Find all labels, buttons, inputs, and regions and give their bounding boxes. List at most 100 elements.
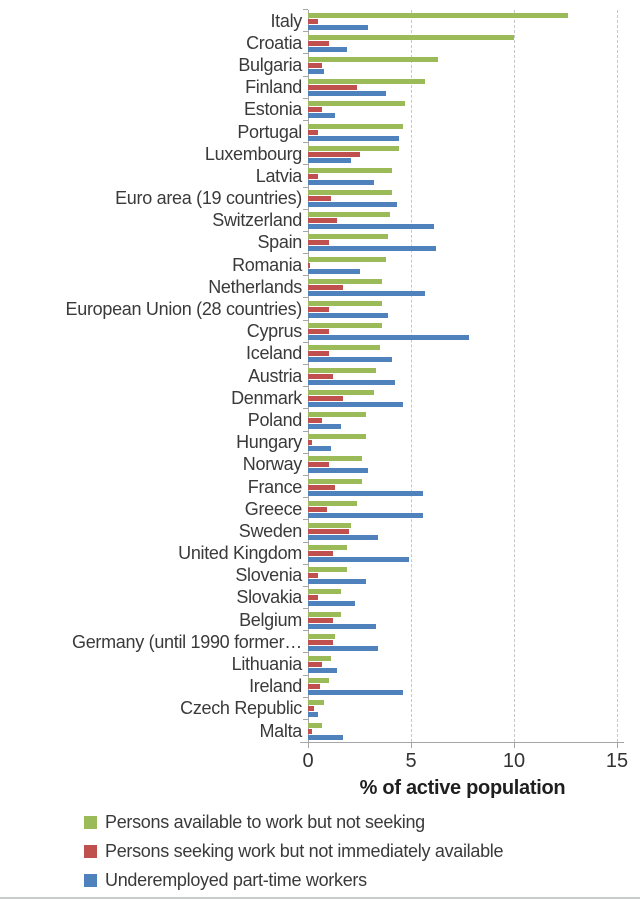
x-tick-label-0: 0: [302, 750, 314, 772]
chart-row: Czech Republic: [0, 696, 617, 720]
legend-swatch-icon: [84, 845, 97, 858]
chart-bar-series-1: [308, 722, 323, 728]
chart-row: Bulgaria: [0, 53, 617, 76]
chart-row: Euro area (19 countries): [0, 186, 617, 210]
chart-bar-series-1: [308, 678, 329, 684]
bar-group: [303, 585, 617, 609]
chart-bar-series-2: [308, 373, 333, 379]
bar-group: [303, 519, 617, 542]
bar-group: [303, 630, 617, 653]
chart-bar-series-3: [308, 24, 368, 30]
chart-bar-series-3: [308, 712, 319, 718]
chart-bar-series-3: [308, 113, 335, 119]
chart-bar-series-2: [308, 351, 329, 357]
chart-rows: Italy Croatia Bulgaria Finland Estonia Portug…: [0, 8, 617, 742]
chart-bar-series-1: [308, 567, 348, 573]
chart-bar-series-2: [308, 684, 321, 690]
bar-group: [303, 652, 617, 675]
category-label: Croatia: [246, 32, 302, 53]
chart-bar-series-1: [308, 79, 426, 85]
chart-row: Poland: [0, 408, 617, 431]
chart-bar-series-3: [308, 579, 366, 585]
bar-group: [303, 452, 617, 476]
chart-row: Sweden: [0, 519, 617, 542]
chart-bar-series-1: [308, 633, 335, 639]
chart-bar-series-1: [308, 34, 514, 40]
chart-bar-series-2: [308, 85, 358, 91]
chart-bar-series-3: [308, 623, 376, 629]
chart-bar-series-3: [308, 335, 469, 341]
chart-row: Croatia: [0, 31, 617, 54]
chart-bar-series-3: [308, 290, 426, 296]
legend-item-3: Underemployed part-time workers: [84, 866, 503, 895]
chart-row: European Union (28 countries): [0, 297, 617, 320]
category-label: Luxembourg: [204, 143, 302, 164]
chart-bar-series-2: [308, 395, 344, 401]
chart-bar-series-1: [308, 212, 391, 218]
bar-group: [303, 363, 617, 387]
chart-row: Norway: [0, 452, 617, 476]
chart-row: Netherlands: [0, 275, 617, 298]
category-label: Romania: [232, 254, 302, 275]
chart-row: Greece: [0, 497, 617, 520]
chart-bar-series-1: [308, 411, 366, 417]
category-label: Greece: [244, 498, 303, 519]
chart-bar-series-1: [308, 167, 393, 173]
chart-bar-series-2: [308, 329, 329, 335]
bar-group: [303, 408, 617, 431]
category-label: Switzerland: [212, 210, 302, 231]
x-tick-label-10: 10: [502, 750, 526, 772]
bar-group: [303, 53, 617, 76]
chart-bar-series-3: [308, 668, 337, 674]
chart-bar-series-3: [308, 534, 379, 540]
chart-bar-series-2: [308, 40, 329, 46]
legend-label: Underemployed part-time workers: [105, 870, 367, 890]
bar-group: [303, 608, 617, 631]
chart-bar-series-2: [308, 462, 329, 468]
chart-bar-series-2: [308, 62, 323, 68]
chart-bar-series-1: [308, 12, 568, 18]
chart-bar-series-3: [308, 601, 356, 607]
chart-bar-series-1: [308, 123, 403, 129]
chart-row: Portugal: [0, 119, 617, 143]
bar-group: [303, 430, 617, 454]
category-label: Cyprus: [246, 321, 303, 342]
chart-bar-series-3: [308, 557, 409, 563]
chart-bar-series-2: [308, 417, 323, 423]
category-label: Bulgaria: [238, 54, 302, 75]
chart-bar-series-1: [308, 190, 393, 196]
chart-bar-series-2: [308, 262, 311, 268]
bar-group: [303, 31, 617, 54]
category-label: Finland: [245, 77, 302, 98]
bottom-divider: [0, 897, 640, 899]
chart-bar-series-1: [308, 278, 383, 284]
chart-bar-series-2: [308, 528, 350, 534]
chart-bar-series-2: [308, 573, 319, 579]
bar-group: [303, 497, 617, 520]
bar-group: [303, 253, 617, 276]
chart-bar-series-1: [308, 434, 366, 440]
chart-bar-series-2: [308, 173, 319, 179]
chart-bar-series-3: [308, 46, 348, 52]
chart-bar-series-3: [308, 645, 379, 651]
chart-bar-series-2: [308, 307, 329, 313]
chart-bar-series-3: [308, 202, 397, 208]
chart-row: Spain: [0, 230, 617, 254]
chart-bar-series-3: [308, 379, 395, 385]
bar-group: [303, 97, 617, 121]
chart-bar-series-1: [308, 545, 348, 551]
chart-bar-series-1: [308, 478, 362, 484]
x-tick-label-5: 5: [405, 750, 417, 772]
chart-row: Malta: [0, 718, 617, 742]
chart-bar-series-3: [308, 423, 341, 429]
chart-bar-series-1: [308, 389, 374, 395]
chart-bar-series-3: [308, 179, 374, 185]
bar-group: [303, 186, 617, 210]
chart-bar-series-1: [308, 500, 358, 506]
chart-row: Belgium: [0, 608, 617, 631]
category-label: Ireland: [249, 676, 302, 697]
category-label: Euro area (19 countries): [115, 188, 302, 209]
chart-bar-series-2: [308, 440, 313, 446]
category-label: Sweden: [238, 520, 303, 541]
